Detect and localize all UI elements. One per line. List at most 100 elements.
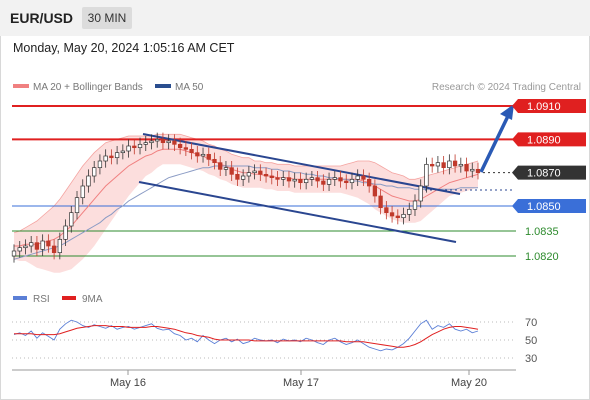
x-tick-label: May 16 bbox=[110, 377, 146, 389]
ma50-legend-label: MA 50 bbox=[175, 82, 204, 93]
candle-body bbox=[430, 163, 435, 167]
price-tag-1.0850 bbox=[512, 199, 586, 213]
candle-body bbox=[378, 195, 383, 209]
price-level-layer bbox=[12, 105, 516, 257]
candle-body bbox=[258, 170, 263, 175]
price-tag-label-1.0870: 1.0870 bbox=[527, 168, 561, 180]
candle-body bbox=[464, 163, 469, 172]
ma50-legend-swatch bbox=[155, 84, 171, 88]
candle-body bbox=[235, 173, 240, 180]
candle-body bbox=[74, 197, 80, 214]
candle-body bbox=[263, 173, 269, 177]
candle-body bbox=[160, 138, 166, 144]
timeframe-button[interactable]: 30 MIN bbox=[82, 7, 132, 29]
candle-body bbox=[412, 200, 418, 210]
bollinger-legend-label: MA 20 + Bollinger Bands bbox=[33, 82, 143, 93]
channel-upper-line bbox=[142, 133, 461, 195]
candle-body bbox=[384, 207, 389, 214]
candle-body bbox=[275, 177, 280, 180]
candle-body bbox=[269, 175, 274, 179]
candle-body bbox=[11, 250, 17, 257]
price-tag-1.0910 bbox=[512, 99, 586, 113]
x-tick-label: May 20 bbox=[451, 377, 487, 389]
ma20-line bbox=[14, 148, 479, 247]
candle-body bbox=[143, 142, 148, 145]
candle-body bbox=[218, 162, 223, 170]
candle-body bbox=[395, 215, 400, 219]
candle-body bbox=[298, 178, 303, 184]
moving-average-layer bbox=[13, 148, 479, 260]
price-tag-label-1.0910: 1.0910 bbox=[527, 101, 561, 113]
candle-body bbox=[470, 168, 475, 172]
candle-body bbox=[114, 152, 120, 159]
price-tag-1.0890 bbox=[512, 132, 586, 147]
candle-body bbox=[281, 177, 286, 180]
candle-body bbox=[17, 247, 22, 252]
candle-body bbox=[177, 143, 183, 149]
candle-body bbox=[63, 225, 68, 240]
chart-datetime: Monday, May 20, 2024 1:05:16 AM CET bbox=[13, 41, 235, 55]
candle-body bbox=[240, 175, 246, 180]
rsi-panel: 70 50 30 bbox=[12, 317, 537, 365]
forecast-arrow-head bbox=[500, 104, 514, 120]
rsi-ma-line bbox=[14, 325, 479, 348]
candle-body bbox=[452, 160, 458, 167]
candle-body bbox=[200, 153, 206, 157]
rsi-level-label-70: 70 bbox=[525, 317, 537, 329]
candle-body bbox=[326, 178, 332, 185]
candle-body bbox=[367, 178, 372, 187]
rsi-level-label-50: 50 bbox=[525, 335, 537, 347]
candle-body bbox=[435, 162, 441, 167]
rsi-legend-swatch bbox=[13, 296, 27, 300]
candle-body bbox=[80, 185, 85, 199]
candle-body bbox=[424, 163, 429, 187]
candle-body bbox=[309, 177, 315, 180]
candle-body bbox=[349, 178, 355, 184]
rsi-level-label-30: 30 bbox=[525, 353, 537, 365]
price-tag-1.0870 bbox=[512, 165, 586, 180]
candle-body bbox=[103, 155, 108, 162]
candle-body bbox=[149, 140, 154, 144]
level-label-1.0820: 1.0820 bbox=[525, 251, 559, 263]
candle-body bbox=[34, 242, 40, 250]
candle-body bbox=[447, 160, 452, 169]
bollinger-legend-swatch bbox=[13, 84, 29, 88]
candle-body bbox=[292, 178, 297, 182]
candle-body bbox=[246, 172, 252, 177]
candle-body bbox=[372, 185, 378, 197]
price-tag-layer: 1.0910 1.0890 1.0870 1.0850 1.0835 1.0820 bbox=[512, 99, 586, 263]
candle-body bbox=[223, 167, 229, 170]
candle-body bbox=[252, 170, 257, 174]
candle-body bbox=[212, 158, 217, 164]
candle-body bbox=[189, 148, 194, 154]
candle-body bbox=[57, 238, 62, 254]
candle-body bbox=[183, 147, 189, 150]
candle-body bbox=[441, 162, 446, 169]
candle-body bbox=[389, 212, 395, 217]
candle-body bbox=[109, 155, 114, 159]
candle-body bbox=[126, 145, 131, 152]
trend-channel-layer bbox=[138, 133, 515, 243]
x-tick-label: May 17 bbox=[283, 377, 319, 389]
candlestick-layer bbox=[11, 132, 481, 263]
bollinger-upper-line bbox=[13, 133, 479, 234]
rsi-ma-legend-label: 9MA bbox=[82, 294, 103, 305]
channel-lower-line bbox=[138, 181, 457, 243]
ma50-line bbox=[13, 165, 478, 260]
bollinger-band-fill bbox=[14, 134, 478, 273]
candle-body bbox=[418, 185, 423, 202]
candle-body bbox=[69, 212, 74, 227]
level-label-1.0835: 1.0835 bbox=[525, 226, 559, 238]
candle-body bbox=[40, 240, 45, 250]
candle-body bbox=[315, 177, 320, 182]
candle-body bbox=[166, 140, 171, 144]
candle-body bbox=[120, 150, 125, 154]
chart-header: EUR/USD 30 MIN bbox=[0, 0, 590, 36]
candle-body bbox=[86, 175, 91, 187]
candle-body bbox=[361, 175, 366, 180]
candle-body bbox=[97, 160, 103, 169]
bollinger-band-layer bbox=[13, 133, 479, 273]
candle-body bbox=[321, 180, 326, 185]
candle-body bbox=[51, 245, 57, 254]
